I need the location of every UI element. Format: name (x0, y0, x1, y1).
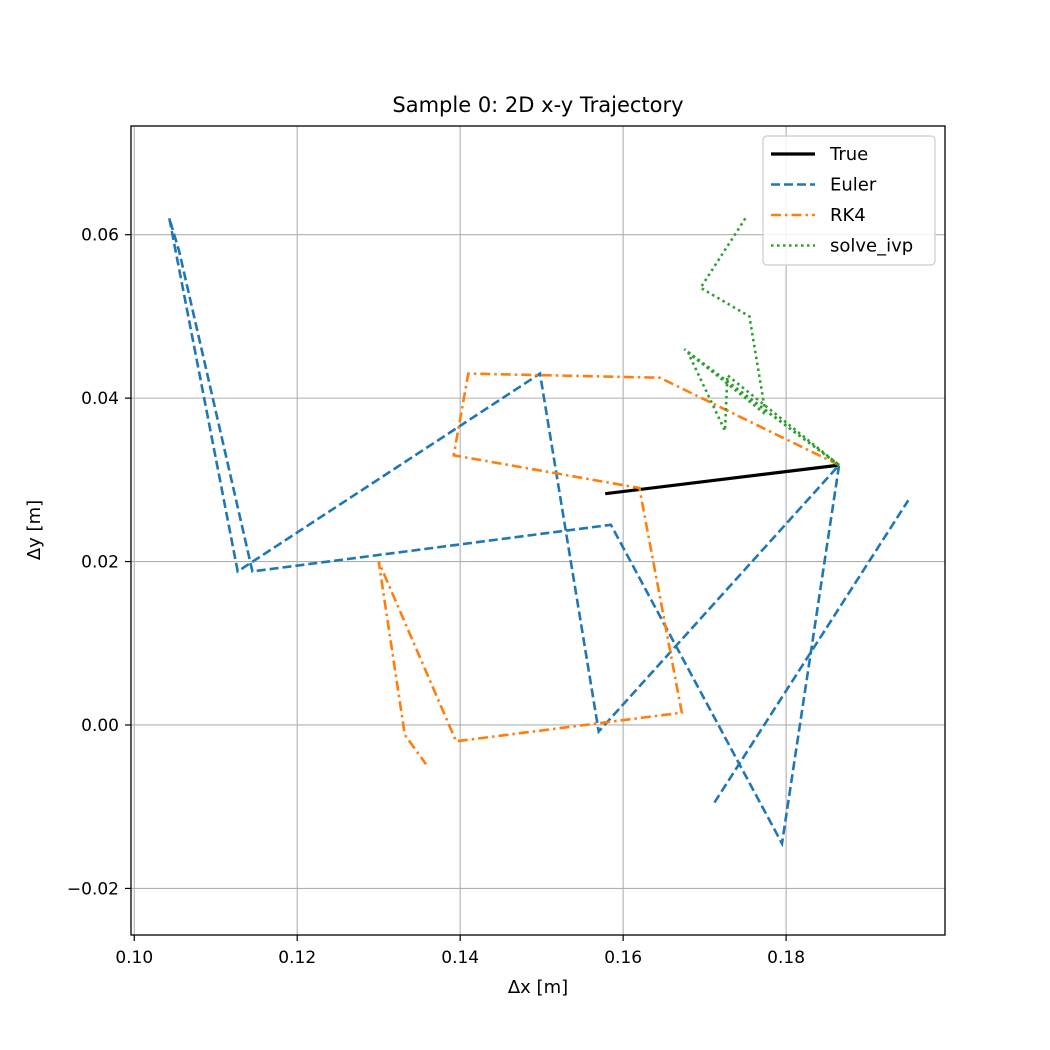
legend-box (762, 135, 936, 266)
x-tick-label: 0.10 (115, 948, 153, 968)
x-tick-label: 0.16 (604, 948, 642, 968)
series-line-rk4 (377, 372, 840, 765)
y-tick-label: 0.00 (81, 716, 119, 736)
y-tick-label: −0.02 (67, 879, 119, 899)
x-tick-label: 0.18 (767, 948, 805, 968)
plot-frame (130, 125, 946, 936)
y-tick-label: 0.06 (81, 226, 119, 246)
x-tick-label: 0.12 (278, 948, 316, 968)
legend-label: solve_ivp (830, 236, 913, 257)
x-tick-label: 0.14 (441, 948, 479, 968)
x-axis-label: Δx [m] (508, 977, 568, 998)
legend-label: RK4 (830, 205, 866, 226)
series-line-euler (713, 499, 910, 804)
series-lines (168, 217, 910, 848)
y-tick-label: 0.02 (81, 553, 119, 573)
series-line-true (605, 463, 840, 496)
axis-ticks: 0.10 0.12 0.14 0.16 0.18 −0.02 0.00 0.02 0.04 0.0… (67, 226, 805, 968)
y-tick-label: 0.04 (81, 389, 119, 409)
legend-label: True (829, 144, 868, 165)
legend: True Euler RK4 solve_ivp (762, 135, 936, 266)
legend-label: Euler (830, 175, 877, 196)
chart-title: Sample 0: 2D x-y Trajectory (392, 93, 683, 117)
y-axis-label: Δy [m] (24, 500, 45, 560)
